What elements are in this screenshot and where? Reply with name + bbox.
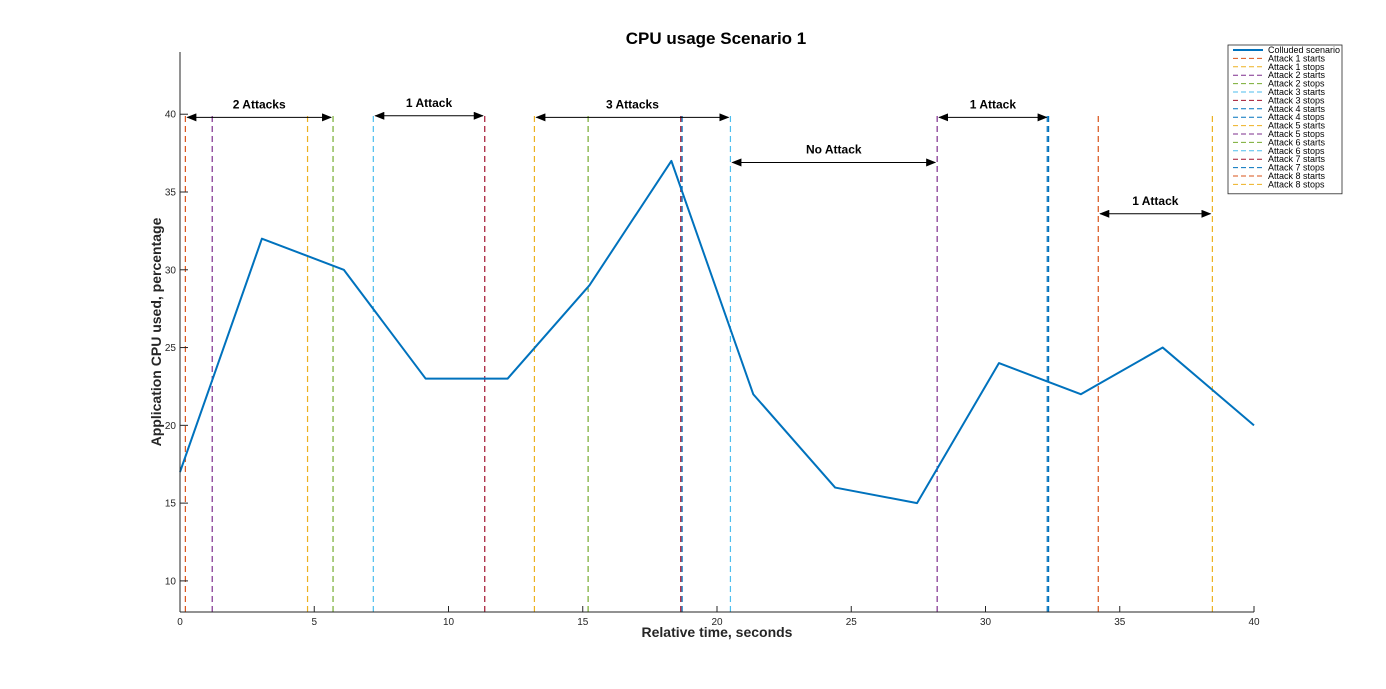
event-lines	[184, 114, 1213, 612]
legend-label-1: Attack 1 starts	[1268, 53, 1326, 63]
y-tick-label-0: 10	[165, 576, 177, 587]
legend-label-15: Attack 8 starts	[1268, 171, 1326, 181]
legend-label-6: Attack 3 stops	[1268, 95, 1325, 105]
x-tick-label-4: 20	[711, 617, 723, 628]
legend-label-7: Attack 4 starts	[1268, 104, 1326, 114]
x-tick-label-6: 30	[980, 617, 992, 628]
y-tick-label-5: 35	[165, 188, 177, 199]
annotations: 2 Attacks 1 Attack 3 Attacks No Attack 1 Att…	[186, 96, 1212, 218]
annotation-label-6: 1 Attack	[1132, 194, 1179, 208]
y-tick-label-1: 15	[165, 499, 177, 510]
annotation-label-1: 2 Attacks	[233, 97, 286, 111]
legend-label-12: Attack 6 stops	[1268, 146, 1325, 156]
y-tick-label-2: 20	[165, 421, 177, 432]
series-line-1	[179, 159, 1255, 505]
legend-label-5: Attack 3 starts	[1268, 87, 1326, 97]
x-ticks: 0 5 10 15 20 25 30 35 40	[177, 606, 1260, 628]
plot-area	[180, 52, 1254, 612]
x-tick-label-5: 25	[846, 617, 858, 628]
legend-label-0: Colluded scenario	[1268, 45, 1340, 55]
legend-label-14: Attack 7 stops	[1268, 163, 1325, 173]
x-tick-label-3: 15	[577, 617, 589, 628]
x-axis-label: Relative time, seconds	[642, 624, 793, 640]
series-lines	[179, 159, 1255, 505]
y-axis-label: Application CPU used, percentage	[148, 217, 164, 446]
legend-label-4: Attack 2 stops	[1268, 79, 1325, 89]
x-tick-label-2: 10	[443, 617, 455, 628]
annotation-label-4: No Attack	[806, 142, 862, 156]
legend-label-11: Attack 6 starts	[1268, 137, 1326, 147]
chart-title: CPU usage Scenario 1	[626, 29, 806, 48]
x-tick-label-7: 35	[1114, 617, 1126, 628]
legend-label-10: Attack 5 stops	[1268, 129, 1325, 139]
legend-label-16: Attack 8 stops	[1268, 179, 1325, 189]
legend-box	[1227, 44, 1343, 195]
annotation-label-2: 1 Attack	[406, 96, 453, 110]
y-tick-label-6: 40	[165, 110, 177, 121]
legend-label-9: Attack 5 starts	[1268, 121, 1326, 131]
annotation-label-5: 1 Attack	[970, 97, 1017, 111]
legend-label-3: Attack 2 starts	[1268, 70, 1326, 80]
x-tick-label-8: 40	[1248, 617, 1260, 628]
y-ticks: 10 15 20 25 30 35 40	[165, 110, 188, 587]
y-tick-label-4: 30	[165, 265, 177, 276]
legend-label-8: Attack 4 stops	[1268, 112, 1325, 122]
x-tick-label-0: 0	[177, 617, 183, 628]
legend-label-13: Attack 7 starts	[1268, 154, 1326, 164]
y-tick-label-3: 25	[165, 343, 177, 354]
annotation-label-3: 3 Attacks	[606, 97, 659, 111]
legend-label-2: Attack 1 stops	[1268, 62, 1325, 72]
x-tick-label-1: 5	[311, 617, 317, 628]
